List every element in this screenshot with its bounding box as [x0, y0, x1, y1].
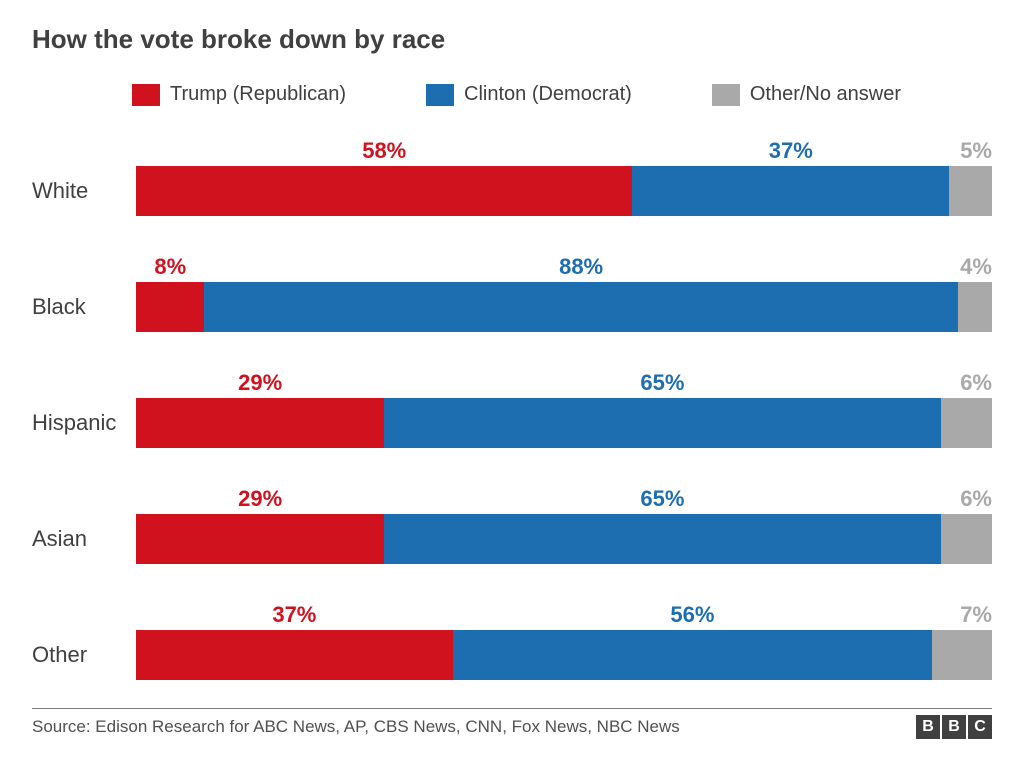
value-labels: 37%56%7% — [136, 602, 992, 628]
value-label-trump: 29% — [136, 486, 384, 512]
value-labels: 29%65%6% — [136, 370, 992, 396]
chart-row: Black8%88%4% — [32, 254, 992, 332]
value-label-clinton: 88% — [204, 254, 957, 280]
chart-row: Asian29%65%6% — [32, 486, 992, 564]
legend-item: Other/No answer — [712, 83, 901, 106]
value-labels: 58%37%5% — [136, 138, 992, 164]
bar-segment-trump — [136, 282, 204, 332]
value-label-clinton: 56% — [453, 602, 932, 628]
chart-rows: White58%37%5%Black8%88%4%Hispanic29%65%6… — [32, 138, 992, 680]
bar-wrap: 58%37%5% — [136, 138, 992, 216]
bar-wrap: 8%88%4% — [136, 254, 992, 332]
bar-wrap: 29%65%6% — [136, 486, 992, 564]
bar-segment-clinton — [384, 398, 940, 448]
legend-item: Clinton (Democrat) — [426, 83, 632, 106]
legend: Trump (Republican) Clinton (Democrat) Othe… — [32, 83, 992, 106]
legend-swatch — [132, 84, 160, 106]
legend-swatch — [426, 84, 454, 106]
value-label-other: 6% — [941, 486, 992, 512]
value-label-clinton: 65% — [384, 370, 940, 396]
row-label: Black — [32, 294, 136, 332]
value-label-clinton: 65% — [384, 486, 940, 512]
bar — [136, 398, 992, 448]
bar-wrap: 29%65%6% — [136, 370, 992, 448]
bar-segment-other — [958, 282, 992, 332]
bar-segment-clinton — [384, 514, 940, 564]
bbc-logo: BBC — [916, 715, 992, 739]
bar-segment-other — [932, 630, 992, 680]
bar — [136, 514, 992, 564]
bar-segment-trump — [136, 514, 384, 564]
value-label-clinton: 37% — [632, 138, 949, 164]
source-text: Source: Edison Research for ABC News, AP… — [32, 717, 680, 737]
bar-wrap: 37%56%7% — [136, 602, 992, 680]
logo-letter: B — [916, 715, 940, 739]
row-label: Hispanic — [32, 410, 136, 448]
row-label: Asian — [32, 526, 136, 564]
bar-segment-other — [941, 398, 992, 448]
value-labels: 29%65%6% — [136, 486, 992, 512]
logo-letter: C — [968, 715, 992, 739]
chart-title: How the vote broke down by race — [32, 24, 992, 55]
value-label-trump: 58% — [136, 138, 632, 164]
chart-row: Hispanic29%65%6% — [32, 370, 992, 448]
chart-row: White58%37%5% — [32, 138, 992, 216]
bar — [136, 630, 992, 680]
bar-segment-clinton — [632, 166, 949, 216]
value-label-trump: 29% — [136, 370, 384, 396]
row-label: Other — [32, 642, 136, 680]
legend-swatch — [712, 84, 740, 106]
value-label-other: 4% — [958, 254, 992, 280]
value-label-other: 7% — [932, 602, 992, 628]
bar-segment-clinton — [453, 630, 932, 680]
value-labels: 8%88%4% — [136, 254, 992, 280]
chart-row: Other37%56%7% — [32, 602, 992, 680]
legend-item: Trump (Republican) — [132, 83, 346, 106]
value-label-other: 6% — [941, 370, 992, 396]
bar-segment-other — [941, 514, 992, 564]
bar-segment-trump — [136, 166, 632, 216]
legend-label: Other/No answer — [750, 83, 901, 106]
value-label-other: 5% — [949, 138, 992, 164]
footer-rule — [32, 708, 992, 709]
legend-label: Trump (Republican) — [170, 83, 346, 106]
bar — [136, 166, 992, 216]
value-label-trump: 37% — [136, 602, 453, 628]
bar-segment-other — [949, 166, 992, 216]
bar-segment-trump — [136, 630, 453, 680]
logo-letter: B — [942, 715, 966, 739]
value-label-trump: 8% — [136, 254, 204, 280]
row-label: White — [32, 178, 136, 216]
footer: Source: Edison Research for ABC News, AP… — [32, 715, 992, 739]
legend-label: Clinton (Democrat) — [464, 83, 632, 106]
bar-segment-clinton — [204, 282, 957, 332]
bar-segment-trump — [136, 398, 384, 448]
bar — [136, 282, 992, 332]
